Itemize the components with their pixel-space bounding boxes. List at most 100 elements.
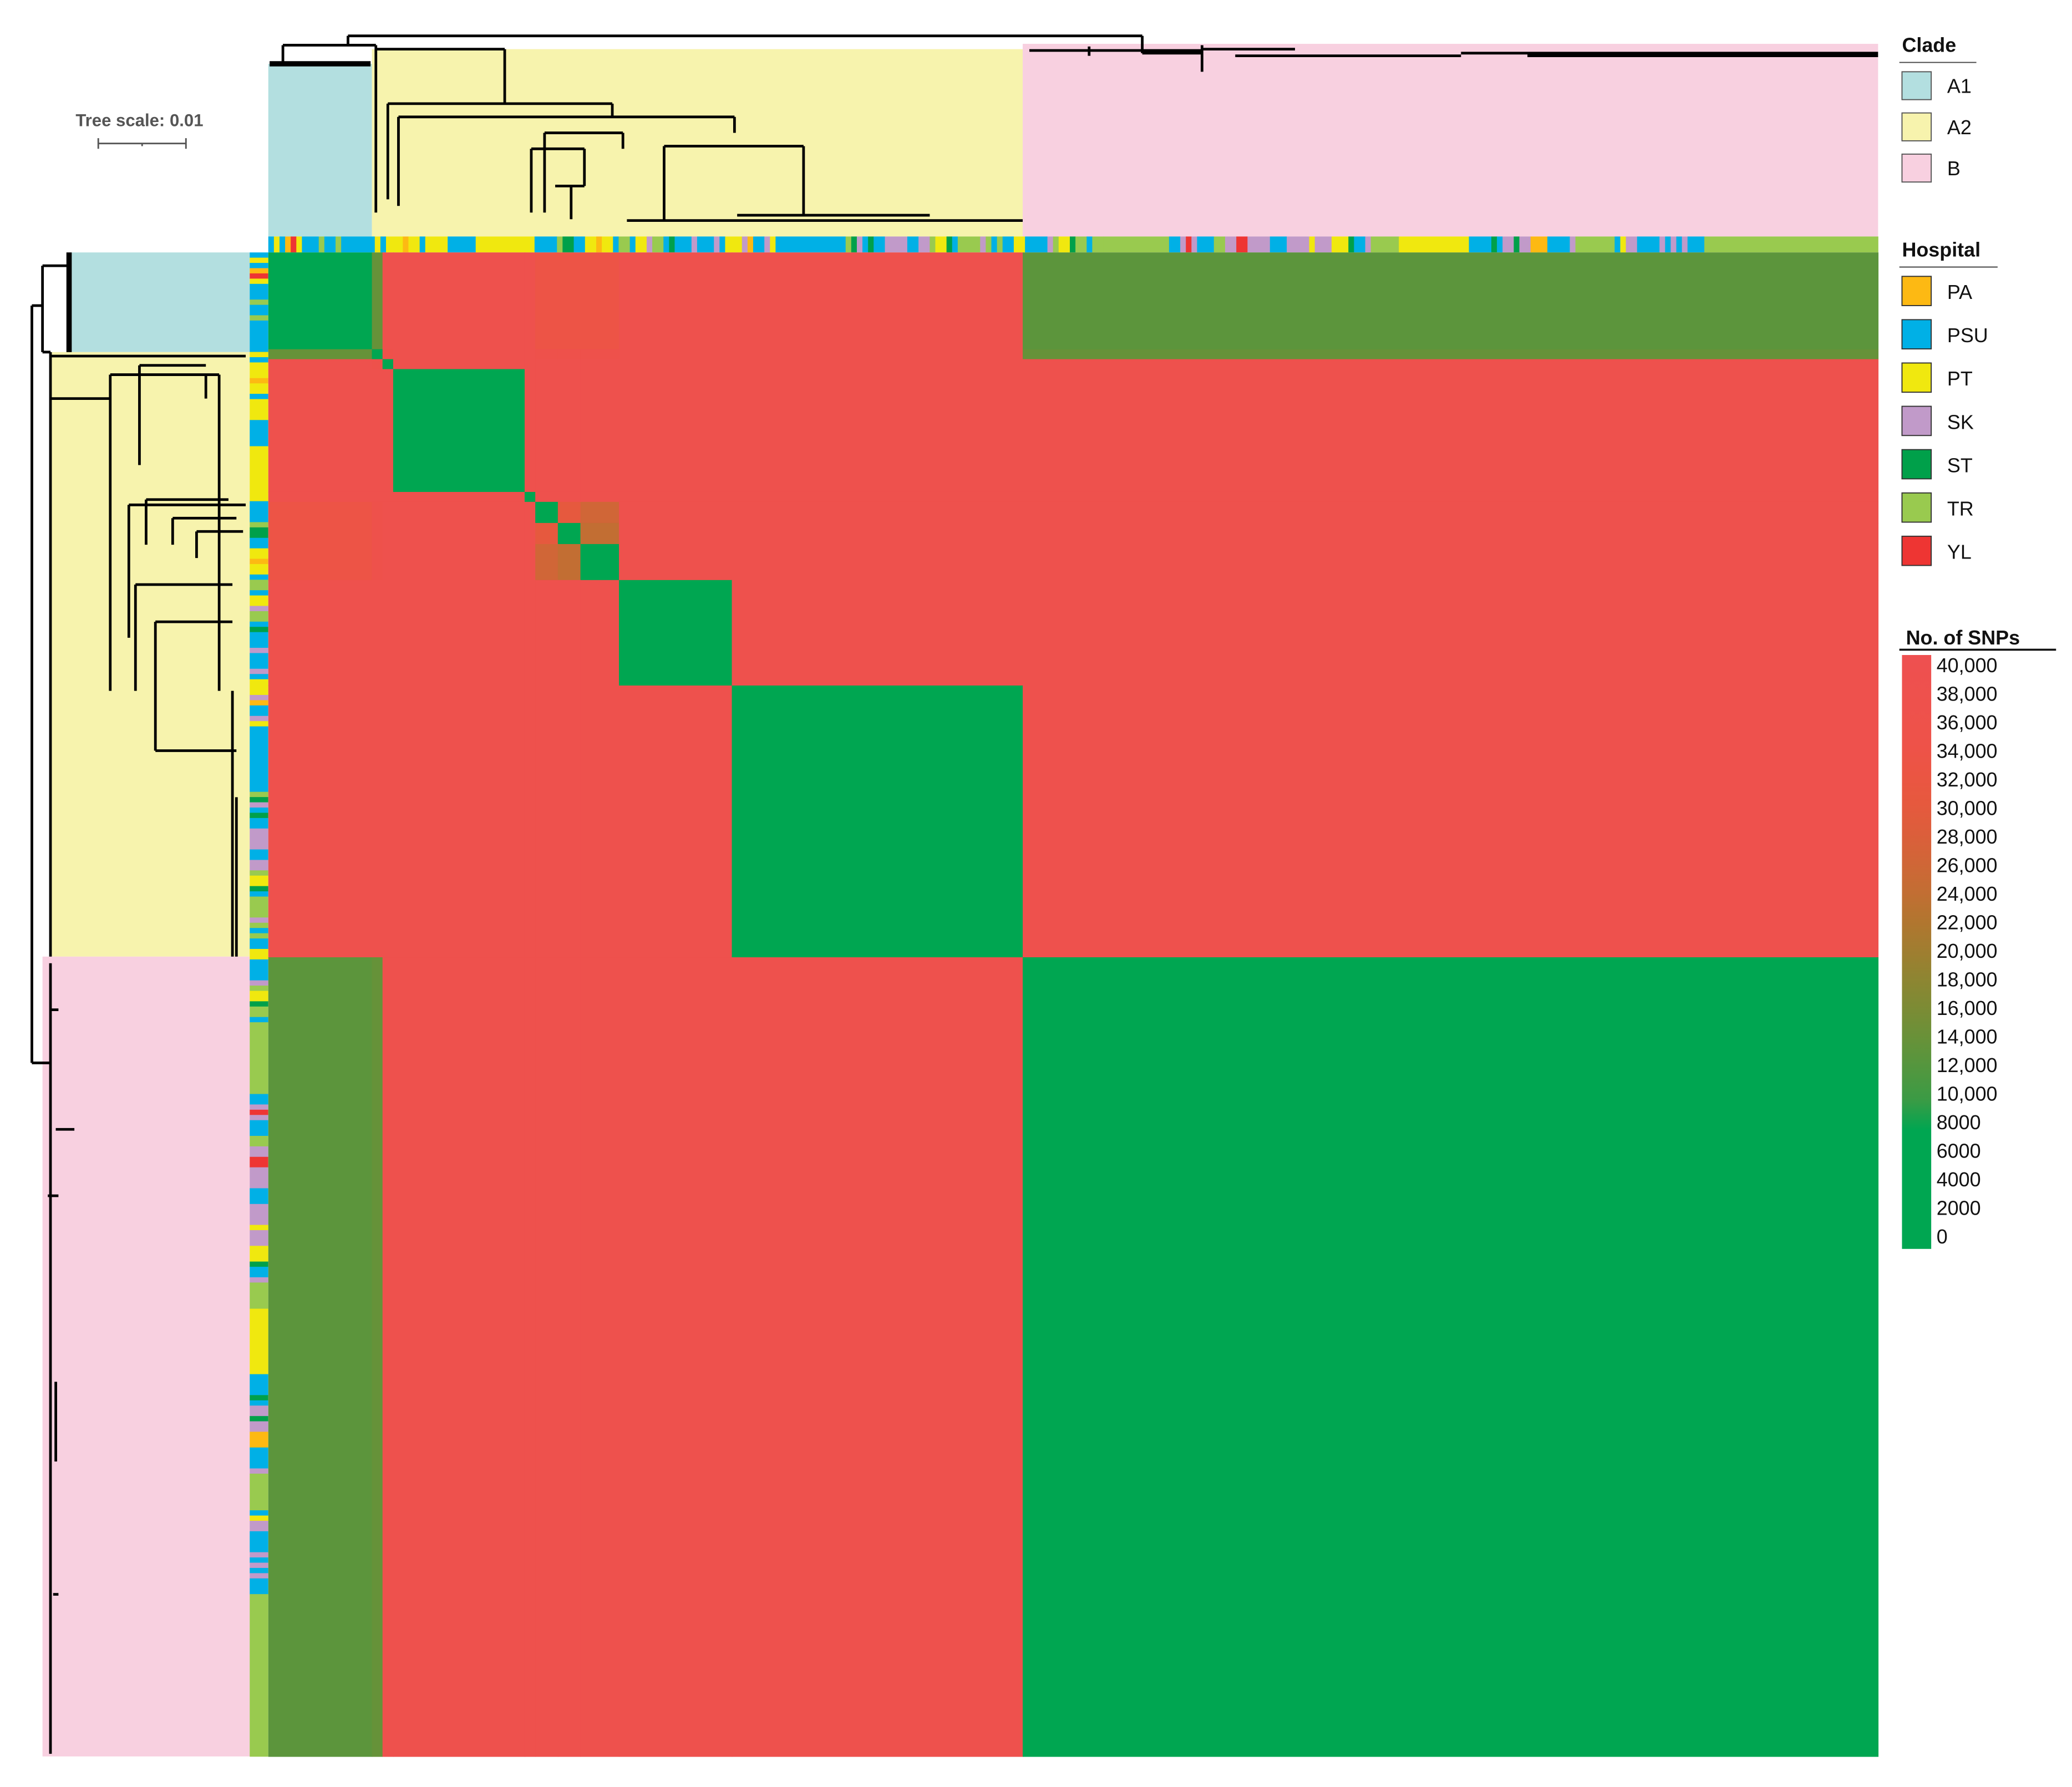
hospital-strip-segment-psu	[268, 236, 275, 253]
hospital-strip-segment-tr	[930, 236, 936, 253]
hospital-strip-segment-pt	[386, 236, 403, 253]
heatmap-cell	[535, 686, 558, 958]
snp-colorbar	[1902, 655, 1932, 1249]
hospital-swatch-psu	[1901, 319, 1932, 350]
hospital-strip-segment-psu	[250, 357, 268, 363]
hospital-strip-segment-sk	[250, 980, 268, 986]
hospital-strip-segment-tr	[250, 1282, 268, 1309]
heatmap-cell	[393, 491, 525, 502]
heatmap-cell	[732, 252, 1023, 350]
hospital-strip-segment-sk	[250, 917, 268, 923]
hospital-strip-segment-tr	[1092, 236, 1104, 253]
heatmap-cell	[382, 252, 394, 350]
hospital-strip-segment-psu	[250, 808, 268, 813]
hospital-strip-segment-psu	[250, 394, 268, 400]
hospital-strip-segment-sk	[764, 236, 770, 253]
heatmap-cell	[580, 544, 619, 581]
hospital-strip-segment-sk	[714, 236, 720, 253]
hospital-strip-segment-psu	[1469, 236, 1492, 253]
hospital-strip-segment-pt	[250, 1246, 268, 1262]
hospital-strip-segment-sk	[250, 695, 268, 700]
hospital-strip-segment-sk	[691, 236, 698, 253]
clade-legend: Clade A1 A2 B	[1899, 33, 1977, 183]
heatmap-cell	[372, 252, 383, 350]
heatmap-cell	[580, 369, 619, 493]
hospital-strip-segment-pt	[1058, 236, 1070, 253]
heatmap-cell	[619, 349, 733, 360]
hospital-strip-segment-pa	[250, 378, 268, 384]
heatmap-cell	[619, 686, 733, 958]
hospital-strip-segment-psu	[250, 1120, 268, 1136]
heatmap-cell	[732, 686, 1023, 958]
hospital-strip-segment-yl	[250, 1156, 268, 1168]
heatmap-cell	[372, 957, 383, 1757]
heatmap-cell	[393, 252, 525, 350]
hospital-strip-segment-sk	[1180, 236, 1186, 253]
heatmap-cell	[268, 359, 373, 370]
hospital-strip-segment-psu	[341, 236, 375, 253]
heatmap-cell	[524, 369, 536, 493]
hospital-strip-segment-psu	[1687, 236, 1705, 253]
hospital-swatch-pt	[1901, 362, 1932, 393]
hospital-strip-segment-sk	[1047, 236, 1054, 253]
hospital-strip-segment-sk	[250, 860, 268, 871]
hospital-strip-segment-psu	[250, 252, 268, 258]
heatmap-cell	[268, 501, 373, 524]
hospital-strip-segment-psu	[1025, 236, 1048, 253]
heatmap-cell	[1023, 957, 1879, 1757]
heatmap-cell	[619, 369, 733, 493]
hospital-strip-segment-tr	[336, 236, 342, 253]
snp-tick-label: 14,000	[1937, 1026, 1998, 1048]
hospital-strip-segment-sk	[250, 828, 268, 850]
hospital-strip-segment-psu	[250, 320, 268, 353]
hospital-strip-segment-psu	[250, 1557, 268, 1563]
hospital-strip-segment-psu	[874, 236, 885, 253]
hospital-strip-segment-sk	[250, 1521, 268, 1532]
hospital-strip-segment-psu	[1086, 236, 1093, 253]
hospital-strip-segment-pt	[250, 278, 268, 285]
heatmap-cell	[382, 544, 394, 581]
hospital-strip-segment-pt	[250, 352, 268, 358]
heatmap-cell	[580, 359, 619, 370]
hospital-strip-segment-sk	[250, 1204, 268, 1226]
hospital-strip-segment-yl	[250, 1109, 268, 1115]
clade-swatch-a2	[1901, 112, 1932, 141]
hospital-strip-segment-tr	[1704, 236, 1878, 253]
hospital-strip-segment-psu	[250, 263, 268, 268]
hospital-strip-segment-st	[868, 236, 874, 253]
hospital-strip-segment-tr	[557, 236, 563, 253]
heatmap-cell	[1023, 522, 1879, 545]
hospital-strip-segment-pa	[250, 559, 268, 565]
hospital-strip-segment-pt	[1399, 236, 1470, 253]
hospital-strip-segment-sk	[885, 236, 908, 253]
hospital-strip-segment-sk	[250, 1562, 268, 1568]
heatmap-cell	[535, 349, 558, 360]
heatmap-cell	[393, 349, 525, 360]
snp-tick-label: 34,000	[1937, 740, 1998, 763]
heatmap-cell	[557, 252, 581, 350]
hospital-strip-segment-psu	[250, 849, 268, 860]
hospital-strip-segment-tr	[250, 1033, 268, 1094]
hospital-strip-segment-yl	[250, 273, 268, 279]
heatmap-cell	[1023, 544, 1879, 581]
hospital-strip-segment-psu	[1269, 236, 1287, 253]
snp-tick-label: 38,000	[1937, 683, 1998, 705]
hospital-strip-segment-tr	[1575, 236, 1615, 253]
heatmap-cell	[382, 349, 394, 360]
hospital-strip-segment-psu	[250, 1188, 268, 1205]
heatmap-cell	[619, 580, 733, 686]
hospital-strip-segment-st	[669, 236, 675, 253]
heatmap-cell	[619, 544, 733, 581]
heatmap-cell	[372, 369, 383, 493]
hospital-strip-segment-psu	[1002, 236, 1014, 253]
hospital-strip-segment-sk	[250, 668, 268, 674]
hospital-strip-segment-pt	[250, 991, 268, 1002]
hospital-strip-segment-tr	[957, 236, 981, 253]
hospital-strip-segment-psu	[250, 928, 268, 934]
hospital-strip-segment-pt	[296, 236, 302, 253]
heatmap-cell	[382, 686, 394, 958]
hospital-strip-segment-st	[250, 1416, 268, 1422]
left-dendrogram	[31, 264, 246, 1754]
clade-swatch-b	[1901, 153, 1932, 183]
hospital-strip-segment-sk	[250, 1552, 268, 1558]
